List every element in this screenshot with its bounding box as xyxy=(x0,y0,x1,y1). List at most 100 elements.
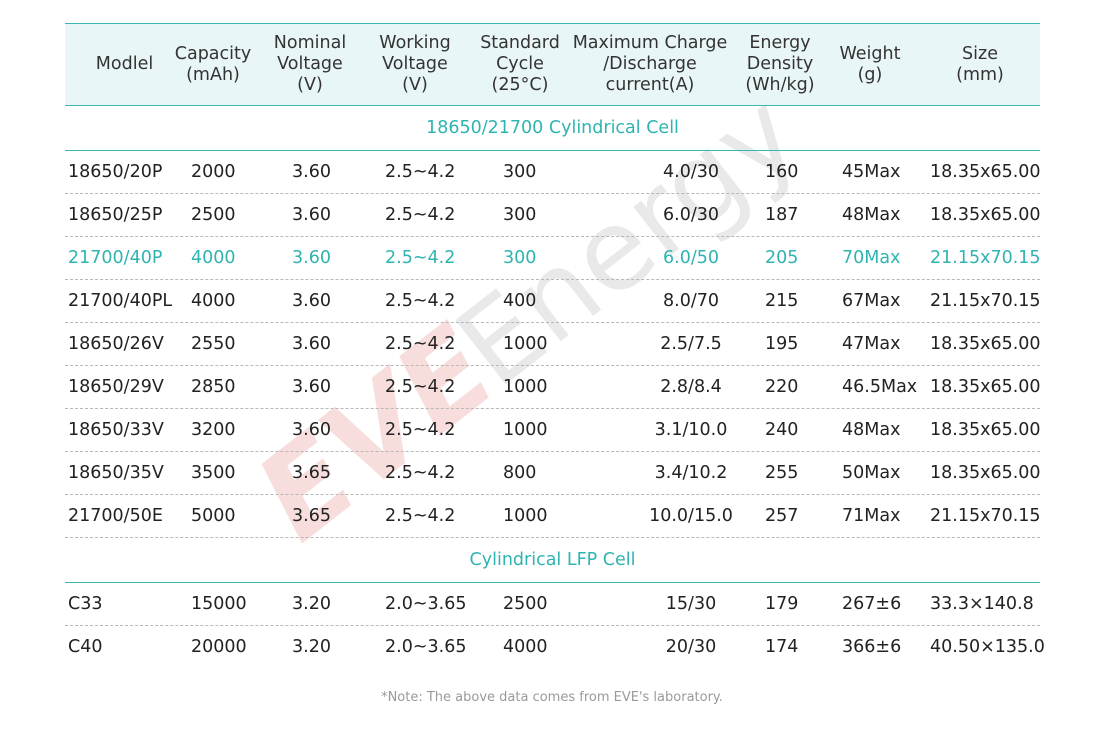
cell-capacity: 2550 xyxy=(191,334,236,354)
cell-capacity: 3500 xyxy=(191,463,236,483)
cell-capacity: 2500 xyxy=(191,205,236,225)
cell-weight: 267±6 xyxy=(842,594,902,614)
column-header-size: Size (mm) xyxy=(956,43,1004,85)
cell-cycle: 4000 xyxy=(503,637,548,657)
cell-size: 21.15x70.15 xyxy=(930,506,1041,526)
cell-working-voltage: 2.5~4.2 xyxy=(385,420,456,440)
column-header-energy-density: Energy Density (Wh/kg) xyxy=(745,33,815,95)
cell-capacity: 3200 xyxy=(191,420,236,440)
column-header-cycle: Standard Cycle (25°C) xyxy=(480,33,560,95)
cell-size: 18.35x65.00 xyxy=(930,205,1041,225)
table-row: 18650/35V 3500 3.65 2.5~4.2 800 3.4/10.2 255 50… xyxy=(65,452,1041,495)
cell-weight: 45Max xyxy=(842,162,901,182)
column-header-max-current: Maximum Charge /Discharge current(A) xyxy=(572,33,728,95)
table-row: 21700/40PL 4000 3.60 2.5~4.2 400 8.0/70 215 67M… xyxy=(65,280,1041,323)
cell-working-voltage: 2.5~4.2 xyxy=(385,248,456,268)
cell-nominal-voltage: 3.65 xyxy=(292,506,331,526)
cell-capacity: 15000 xyxy=(191,594,247,614)
cell-energy-density: 174 xyxy=(765,637,799,657)
cell-max-current: 3.4/10.2 xyxy=(654,463,728,483)
column-header-model: Modlel xyxy=(95,54,154,74)
cell-nominal-voltage: 3.20 xyxy=(292,594,331,614)
cell-weight: 67Max xyxy=(842,291,901,311)
cell-working-voltage: 2.0~3.65 xyxy=(385,594,467,614)
cell-size: 18.35x65.00 xyxy=(930,334,1041,354)
cell-energy-density: 205 xyxy=(765,248,799,268)
cell-capacity: 20000 xyxy=(191,637,247,657)
table-header: Modlel Capacity (mAh) Nominal Voltage (V) W… xyxy=(65,23,1040,106)
cell-size: 18.35x65.00 xyxy=(930,463,1041,483)
column-header-working-voltage: Working Voltage (V) xyxy=(379,33,451,95)
table-row: 18650/26V 2550 3.60 2.5~4.2 1000 2.5/7.5 195 47… xyxy=(65,323,1041,366)
cell-cycle: 2500 xyxy=(503,594,548,614)
cell-max-current: 6.0/50 xyxy=(663,248,719,268)
cell-size: 33.3×140.8 xyxy=(930,594,1034,614)
cell-nominal-voltage: 3.60 xyxy=(292,377,331,397)
cell-max-current: 15/30 xyxy=(665,594,717,614)
cell-working-voltage: 2.0~3.65 xyxy=(385,637,467,657)
cell-size: 40.50×135.0 xyxy=(930,637,1045,657)
cell-energy-density: 160 xyxy=(765,162,799,182)
cell-size: 18.35x65.00 xyxy=(930,162,1041,182)
cell-working-voltage: 2.5~4.2 xyxy=(385,463,456,483)
cell-nominal-voltage: 3.60 xyxy=(292,205,331,225)
cell-energy-density: 220 xyxy=(765,377,799,397)
cell-model: C40 xyxy=(68,637,103,657)
cell-nominal-voltage: 3.60 xyxy=(292,291,331,311)
cell-energy-density: 255 xyxy=(765,463,799,483)
cell-weight: 50Max xyxy=(842,463,901,483)
cell-cycle: 400 xyxy=(503,291,537,311)
column-header-weight: Weight (g) xyxy=(839,43,901,85)
cell-max-current: 2.8/8.4 xyxy=(660,377,722,397)
table-row: 18650/33V 3200 3.60 2.5~4.2 1000 3.1/10.0 240 4… xyxy=(65,409,1041,452)
table-row: C40 20000 3.20 2.0~3.65 4000 20/30 174 366±6 40.… xyxy=(65,626,1045,668)
cell-energy-density: 257 xyxy=(765,506,799,526)
column-header-capacity: Capacity (mAh) xyxy=(174,43,252,85)
column-header-nominal-voltage: Nominal Voltage (V) xyxy=(273,33,347,95)
cell-size: 21.15x70.15 xyxy=(930,248,1041,268)
cell-working-voltage: 2.5~4.2 xyxy=(385,291,456,311)
cell-cycle: 800 xyxy=(503,463,537,483)
cell-nominal-voltage: 3.60 xyxy=(292,248,331,268)
cell-model: 21700/40PL xyxy=(68,291,173,311)
cell-energy-density: 195 xyxy=(765,334,799,354)
cell-capacity: 4000 xyxy=(191,248,236,268)
cell-model: 21700/40P xyxy=(68,248,163,268)
cell-nominal-voltage: 3.65 xyxy=(292,463,331,483)
cell-energy-density: 187 xyxy=(765,205,799,225)
cell-cycle: 300 xyxy=(503,162,537,182)
cell-working-voltage: 2.5~4.2 xyxy=(385,334,456,354)
cell-nominal-voltage: 3.60 xyxy=(292,420,331,440)
cell-max-current: 10.0/15.0 xyxy=(649,506,733,526)
cell-energy-density: 179 xyxy=(765,594,799,614)
cell-size: 18.35x65.00 xyxy=(930,420,1041,440)
cell-model: 18650/33V xyxy=(68,420,164,440)
cell-weight: 48Max xyxy=(842,205,901,225)
cell-max-current: 3.1/10.0 xyxy=(654,420,728,440)
cell-max-current: 20/30 xyxy=(665,637,717,657)
cell-capacity: 4000 xyxy=(191,291,236,311)
cell-cycle: 1000 xyxy=(503,420,548,440)
cell-size: 21.15x70.15 xyxy=(930,291,1041,311)
table-row: 18650/20P 2000 3.60 2.5~4.2 300 4.0/30 160 45Ma… xyxy=(65,151,1041,194)
cell-working-voltage: 2.5~4.2 xyxy=(385,162,456,182)
cell-cycle: 1000 xyxy=(503,334,548,354)
cell-max-current: 4.0/30 xyxy=(663,162,719,182)
cell-cycle: 300 xyxy=(503,205,537,225)
spec-table: Modlel Capacity (mAh) Nominal Voltage (V) W… xyxy=(65,23,1045,668)
cell-weight: 47Max xyxy=(842,334,901,354)
cell-model: C33 xyxy=(68,594,103,614)
cell-energy-density: 240 xyxy=(765,420,799,440)
cell-weight: 366±6 xyxy=(842,637,902,657)
cell-working-voltage: 2.5~4.2 xyxy=(385,506,456,526)
cell-capacity: 2850 xyxy=(191,377,236,397)
cell-size: 18.35x65.00 xyxy=(930,377,1041,397)
cell-weight: 71Max xyxy=(842,506,901,526)
cell-nominal-voltage: 3.60 xyxy=(292,162,331,182)
cell-weight: 48Max xyxy=(842,420,901,440)
table-row: C33 15000 3.20 2.0~3.65 2500 15/30 179 267±6 33.… xyxy=(65,583,1040,626)
cell-working-voltage: 2.5~4.2 xyxy=(385,377,456,397)
cell-max-current: 6.0/30 xyxy=(663,205,719,225)
cell-max-current: 8.0/70 xyxy=(663,291,719,311)
cell-capacity: 5000 xyxy=(191,506,236,526)
